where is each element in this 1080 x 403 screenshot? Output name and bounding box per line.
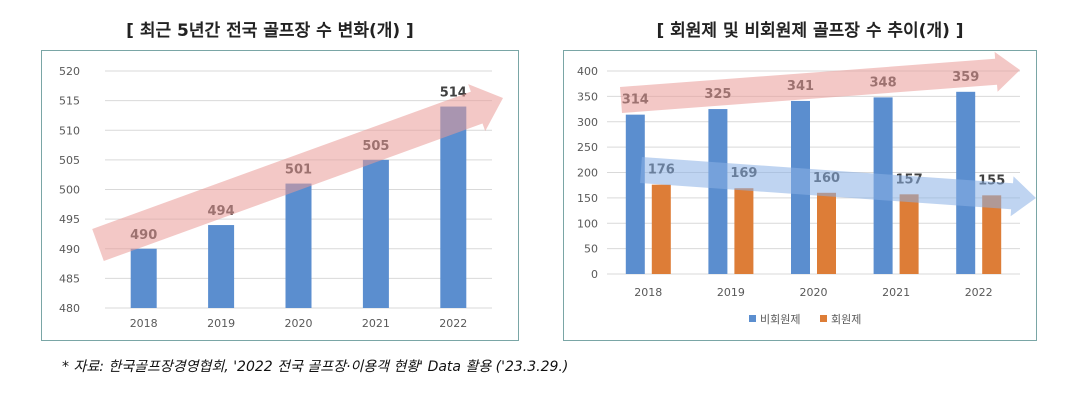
right-y-tick-label: 50: [584, 243, 598, 256]
legend-swatch-member: [820, 315, 827, 322]
legend-swatch-nonmember: [749, 315, 756, 322]
right-y-tick-label: 400: [577, 65, 598, 78]
left-x-tick-label: 2022: [439, 317, 467, 330]
right-trend-arrow-member: [640, 157, 1036, 217]
left-y-tick-label: 510: [59, 124, 80, 137]
right-y-tick-label: 300: [577, 116, 598, 129]
right-y-tick-label: 200: [577, 167, 598, 180]
left-y-tick-label: 515: [59, 95, 80, 108]
right-bar-nonmember: [625, 114, 645, 275]
left-trend-arrow: [92, 84, 503, 261]
right-x-tick-label: 2022: [965, 286, 993, 299]
right-chart-title: [ 회원제 및 비회원제 골프장 수 추이(개) ]: [656, 21, 964, 41]
right-bar-member: [651, 184, 671, 274]
right-y-tick-label: 150: [577, 192, 598, 205]
left-y-tick-label: 480: [59, 302, 80, 315]
right-bar-member: [817, 192, 836, 274]
right-bar-member: [982, 195, 1002, 274]
right-y-tick-label: 350: [577, 90, 598, 103]
left-bar: [440, 106, 467, 308]
right-trend-arrow-nonmember: [620, 51, 1020, 113]
right-y-tick-label: 0: [591, 268, 598, 281]
right-bar-member: [899, 194, 919, 274]
left-y-tick-label: 490: [59, 243, 80, 256]
right-x-tick-label: 2018: [634, 286, 662, 299]
left-bar: [130, 248, 157, 308]
left-y-tick-label: 495: [59, 213, 80, 226]
legend-label-member: 회원제: [831, 313, 861, 326]
left-y-tick-label: 485: [59, 272, 80, 285]
right-x-tick-label: 2020: [800, 286, 828, 299]
right-y-tick-label: 100: [577, 217, 598, 230]
right-y-tick-label: 250: [577, 141, 598, 154]
left-y-tick-label: 505: [59, 154, 80, 167]
left-bar: [208, 225, 235, 308]
left-x-tick-label: 2020: [285, 317, 313, 330]
left-x-tick-label: 2021: [362, 317, 390, 330]
right-x-tick-label: 2021: [882, 286, 910, 299]
left-y-tick-label: 520: [59, 65, 80, 78]
left-bar: [285, 183, 312, 308]
right-x-tick-label: 2019: [717, 286, 745, 299]
left-chart-title: [ 최근 5년간 전국 골프장 수 변화(개) ]: [126, 21, 414, 41]
left-y-tick-label: 500: [59, 184, 80, 197]
legend-label-nonmember: 비회원제: [760, 313, 800, 326]
right-bar-nonmember: [708, 109, 728, 274]
source-note: * 자료: 한국골프장경영협회, '2022 전국 골프장·이용객 현황' Da…: [62, 359, 569, 375]
left-bar: [362, 159, 389, 308]
right-bar-member: [734, 188, 754, 274]
left-x-tick-label: 2018: [130, 317, 158, 330]
left-x-tick-label: 2019: [207, 317, 235, 330]
